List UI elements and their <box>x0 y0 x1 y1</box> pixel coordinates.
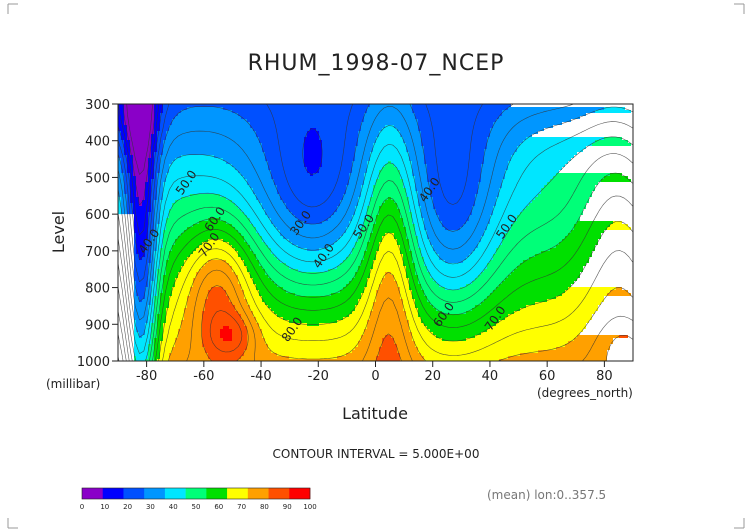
contour-line <box>118 104 574 321</box>
colorbar-swatch <box>144 488 166 499</box>
contour-line <box>118 136 633 361</box>
contour-line <box>118 195 633 361</box>
colorbar-label: 80 <box>260 503 269 511</box>
x-tick-label: 80 <box>596 369 613 384</box>
contour-line <box>118 104 323 261</box>
x-tick-label: 40 <box>482 369 499 384</box>
colorbar-label: 60 <box>214 503 223 511</box>
y-tick-label: 900 <box>85 318 110 333</box>
colorbar-label: 0 <box>80 503 84 511</box>
y-tick-label: 600 <box>85 208 110 223</box>
colorbar-swatch <box>289 488 311 499</box>
y-units: (millibar) <box>46 377 100 391</box>
contour-line <box>126 104 153 175</box>
x-tick-label: -60 <box>193 369 214 384</box>
colorbar-label: 20 <box>123 503 132 511</box>
missing-data-region <box>118 214 134 361</box>
colorbar-label: 70 <box>237 503 246 511</box>
colorbar-frame <box>81 487 311 500</box>
contour-line <box>118 106 633 338</box>
colorbar-swatch <box>206 488 228 499</box>
y-tick-label: 500 <box>85 171 110 186</box>
corner-marks <box>7 3 745 529</box>
colorbar-swatch <box>102 488 124 499</box>
contour-line <box>118 104 514 302</box>
y-tick-label: 800 <box>85 282 110 297</box>
x-units: (degrees_north) <box>537 386 633 400</box>
contour-line <box>118 104 483 283</box>
x-tick-label: -20 <box>308 369 329 384</box>
contour-line <box>118 153 633 361</box>
colorbar-label: 50 <box>192 503 201 511</box>
contour-interval: CONTOUR INTERVAL = 5.000E+00 <box>273 447 480 461</box>
colorbar-swatch <box>268 488 290 499</box>
colorbar-label: 40 <box>169 503 178 511</box>
contour-line <box>118 172 633 361</box>
y-tick-label: 700 <box>85 245 110 260</box>
colorbar-label: 30 <box>146 503 155 511</box>
y-axis-label: Level <box>49 211 68 253</box>
colorbar-label: 90 <box>283 503 292 511</box>
footer-note: (mean) lon:0..357.5 <box>487 488 606 502</box>
x-tick-label: -40 <box>250 369 271 384</box>
y-tick-label: 300 <box>85 98 110 113</box>
contour-line <box>118 104 159 236</box>
colorbar-swatch <box>185 488 207 499</box>
x-tick-label: 60 <box>539 369 556 384</box>
contour-line <box>209 310 243 353</box>
colorbar: 0 10 20 30 40 50 60 70 80 90 100 <box>80 487 317 511</box>
colorbar-swatch <box>227 488 249 499</box>
x-tick-label: -80 <box>136 369 157 384</box>
y-tick-label: 400 <box>85 135 110 150</box>
contour-line <box>122 104 156 206</box>
colorbar-swatch <box>123 488 145 499</box>
contour-line <box>168 258 633 361</box>
contour-line <box>201 285 633 361</box>
x-tick-label: 0 <box>371 369 379 384</box>
contour-line <box>118 248 633 361</box>
contour-line <box>118 221 633 361</box>
x-axis-label: Latitude <box>342 404 408 423</box>
colorbar-swatch <box>82 488 104 499</box>
chart-title: RHUM_1998-07_NCEP <box>248 51 505 76</box>
colorbar-label: 10 <box>100 503 109 511</box>
y-tick-label: 1000 <box>77 355 110 370</box>
colorbar-label: 100 <box>303 503 316 511</box>
x-tick-label: 20 <box>424 369 441 384</box>
colorbar-swatch <box>247 488 269 499</box>
colorbar-swatch <box>164 488 186 499</box>
plot-area <box>117 103 634 362</box>
